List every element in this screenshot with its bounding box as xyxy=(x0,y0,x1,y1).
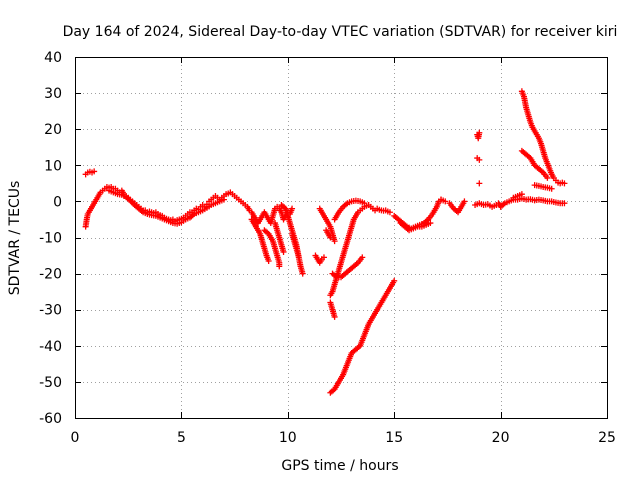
series-track xyxy=(518,147,551,181)
data-point xyxy=(391,277,398,284)
data-point xyxy=(544,174,551,181)
y-tick-label: 0 xyxy=(53,194,62,210)
y-tick-labels: -60 -50 -40 -30 -20 -10 0 10 20 30 40 xyxy=(39,50,62,427)
data-point xyxy=(427,220,434,227)
series-track xyxy=(261,227,283,270)
series-track xyxy=(106,187,227,227)
data-point xyxy=(91,168,98,175)
grid xyxy=(75,57,607,418)
data-point xyxy=(299,270,306,277)
data-point xyxy=(361,200,368,207)
series-track xyxy=(476,180,483,187)
y-tick-label: 30 xyxy=(44,86,62,102)
data-point xyxy=(276,263,283,270)
data-point xyxy=(518,191,525,198)
y-tick-label: 20 xyxy=(44,122,62,138)
data-point xyxy=(331,313,338,320)
data-point xyxy=(476,129,483,136)
series-track xyxy=(248,216,272,264)
data-point xyxy=(280,248,287,255)
y-tick-label: -10 xyxy=(39,231,62,247)
x-tick-label: 15 xyxy=(385,430,403,446)
data-point xyxy=(548,185,555,192)
data-point xyxy=(295,252,302,259)
series-track xyxy=(82,183,296,230)
y-tick-label: -50 xyxy=(39,375,62,391)
y-tick-label: -20 xyxy=(39,267,62,283)
data-point xyxy=(561,180,568,187)
series-track xyxy=(82,168,98,178)
series-track xyxy=(272,220,287,255)
x-axis-label: GPS time / hours xyxy=(281,458,398,474)
chart-title: Day 164 of 2024, Sidereal Day-to-day VTE… xyxy=(63,24,618,40)
y-tick-label: 10 xyxy=(44,158,62,174)
y-tick-label: -60 xyxy=(39,411,62,427)
series-track xyxy=(531,182,555,192)
x-tick-label: 20 xyxy=(492,430,510,446)
y-tick-label: -30 xyxy=(39,303,62,319)
series-track xyxy=(474,155,483,163)
data-point xyxy=(289,205,296,212)
data-point xyxy=(265,257,272,264)
data-point xyxy=(220,196,227,203)
series-track xyxy=(438,196,449,205)
data-point xyxy=(442,198,449,205)
x-tick-label: 25 xyxy=(598,430,616,446)
series-track xyxy=(446,198,468,216)
data-point xyxy=(320,254,327,261)
series-track xyxy=(327,277,398,396)
y-axis-label: SDTVAR / TECUs xyxy=(7,181,23,296)
series-track xyxy=(329,254,366,281)
series-track xyxy=(331,197,368,223)
y-tick-label: 40 xyxy=(44,50,62,66)
series-track xyxy=(323,227,334,241)
series-track xyxy=(474,129,483,142)
data-point xyxy=(386,209,393,216)
data-point xyxy=(359,254,366,261)
series-track xyxy=(510,191,525,201)
series-track xyxy=(518,88,568,187)
series-track xyxy=(289,230,302,259)
x-tick-label: 10 xyxy=(279,430,297,446)
x-tick-label: 5 xyxy=(177,430,186,446)
series-track xyxy=(327,202,393,299)
series-track xyxy=(472,195,568,210)
data-point xyxy=(476,156,483,163)
y-tick-label: -40 xyxy=(39,339,62,355)
series-track xyxy=(327,299,338,320)
x-tick-labels: 0 5 10 15 20 25 xyxy=(71,430,616,446)
series-track xyxy=(397,220,434,234)
data-point xyxy=(461,198,468,205)
data-point xyxy=(561,200,568,207)
series-track xyxy=(312,252,327,266)
data-point xyxy=(327,234,334,241)
data-series xyxy=(82,88,568,396)
axis-ticks xyxy=(75,57,608,419)
data-point xyxy=(331,238,338,245)
data-point xyxy=(476,180,483,187)
x-tick-label: 0 xyxy=(71,430,80,446)
